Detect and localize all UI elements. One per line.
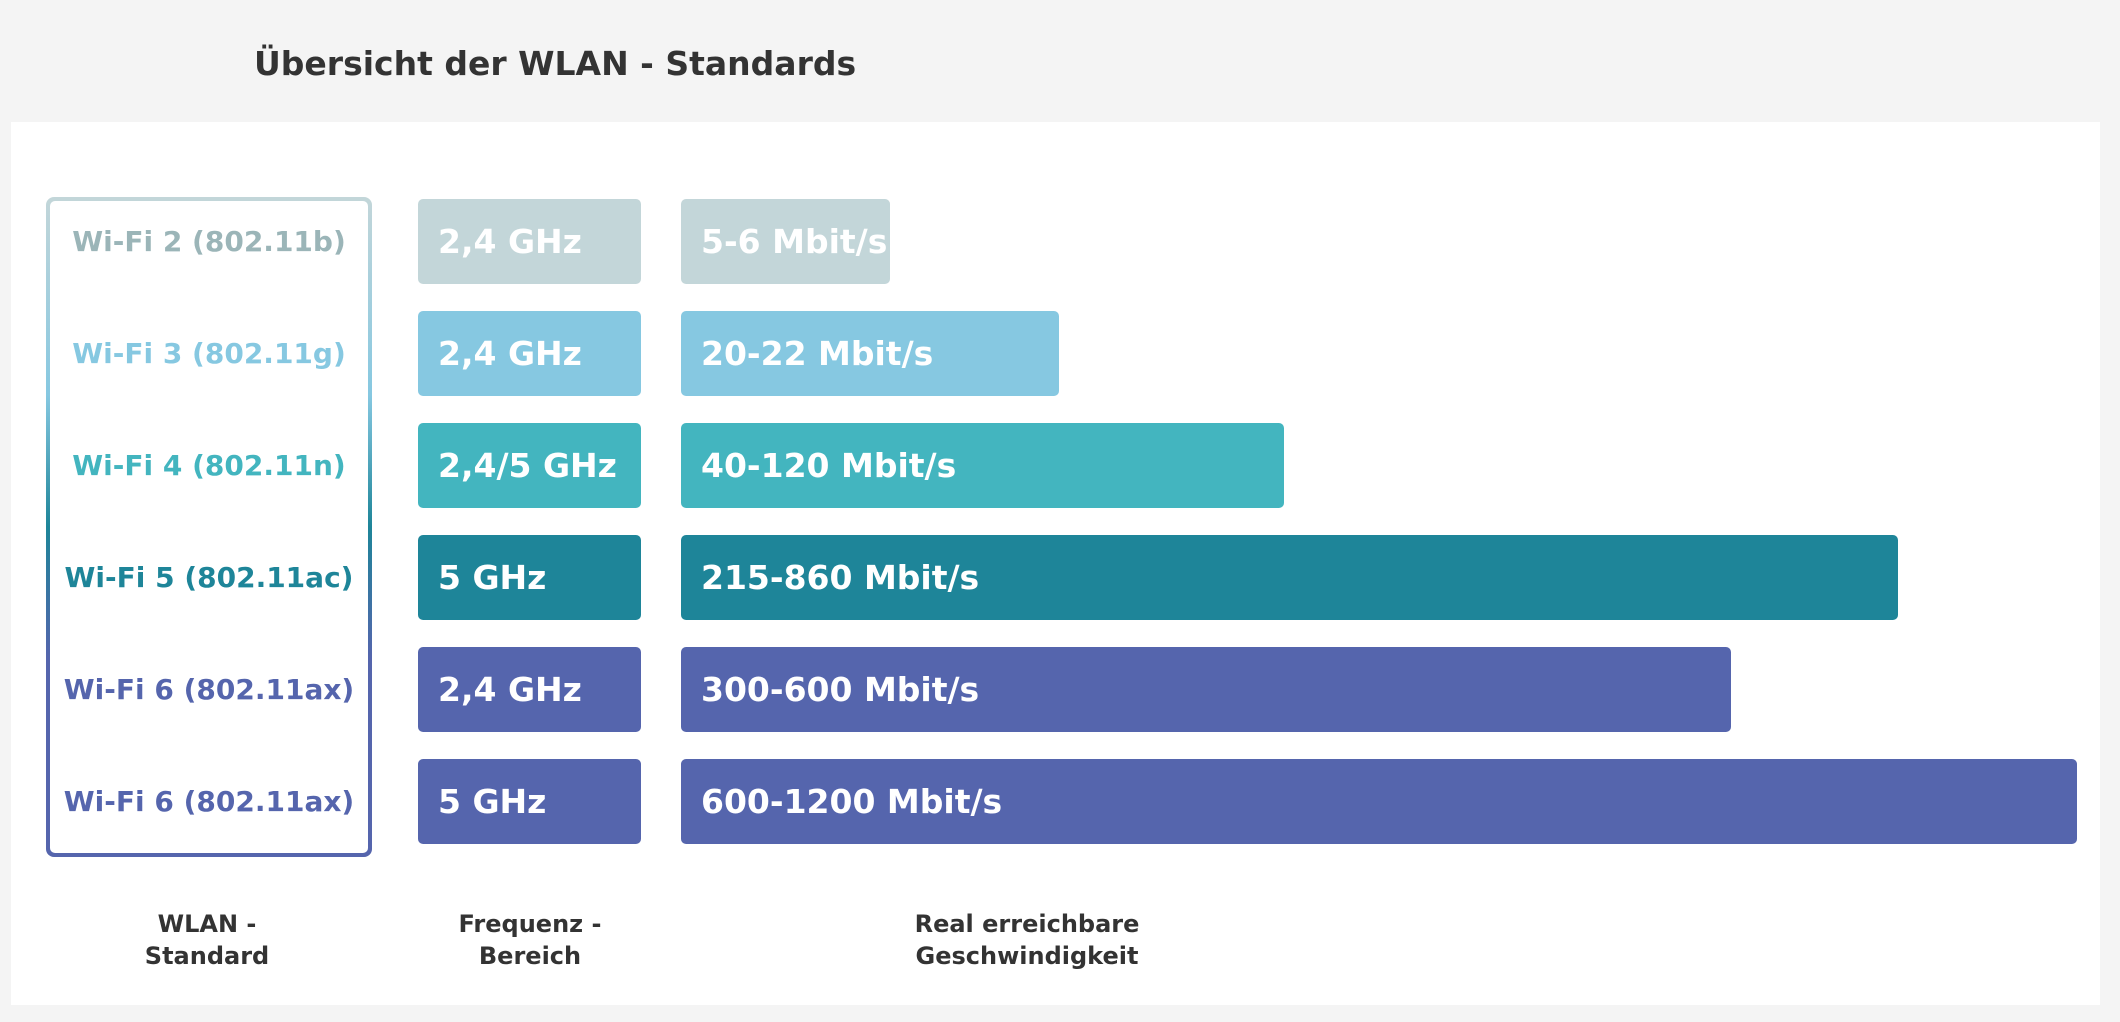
frequency-bar: 5 GHz [418,535,641,620]
speed-bar: 600-1200 Mbit/s [681,759,2077,844]
frequency-bar: 2,4 GHz [418,199,641,284]
standard-label: Wi-Fi 6 (802.11ax) [63,785,355,818]
standard-box [46,197,372,857]
speed-bar: 5-6 Mbit/s [681,199,890,284]
column-label: Real erreichbare Geschwindigkeit [914,910,1140,970]
frequency-bar: 2,4/5 GHz [418,423,641,508]
speed-bar: 20-22 Mbit/s [681,311,1059,396]
title: Übersicht der WLAN - Standards [254,44,857,83]
standard-label: Wi-Fi 6 (802.11ax) [63,673,355,706]
frequency-bar: 5 GHz [418,759,641,844]
standard-label: Wi-Fi 5 (802.11ac) [64,561,354,594]
standard-label: Wi-Fi 3 (802.11g) [72,337,346,370]
speed-bar: 300-600 Mbit/s [681,647,1731,732]
speed-bar: 215-860 Mbit/s [681,535,1898,620]
standard-label: Wi-Fi 2 (802.11b) [72,225,346,258]
frequency-bar: 2,4 GHz [418,647,641,732]
frequency-bar: 2,4 GHz [418,311,641,396]
standard-box-inner [50,201,368,853]
standard-label: Wi-Fi 4 (802.11n) [72,449,346,482]
column-label: Frequenz - Bereich [458,910,602,970]
column-label: WLAN - Standard [144,910,270,970]
speed-bar: 40-120 Mbit/s [681,423,1284,508]
